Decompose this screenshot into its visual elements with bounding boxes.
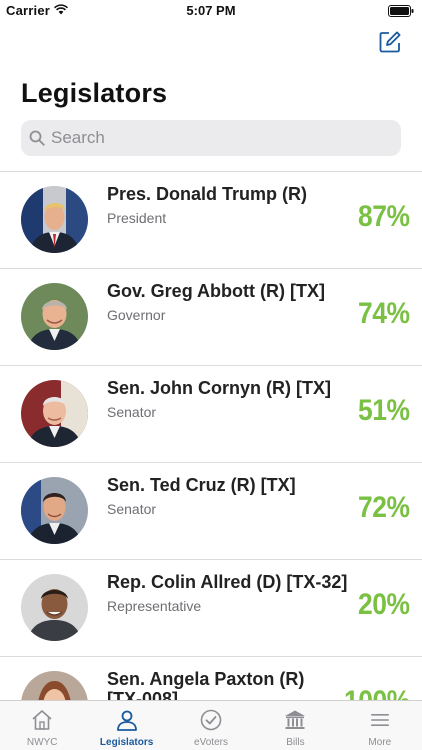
carrier-label: Carrier [6,3,51,18]
avatar [21,186,88,253]
avatar [21,574,88,641]
search-input[interactable] [51,120,391,156]
tab-label: NWYC [26,737,58,748]
legislator-list[interactable]: Pres. Donald Trump (R) President 87% Gov… [0,171,422,700]
avatar [21,477,88,544]
tab-label: More [368,737,392,748]
status-bar: Carrier 5:07 PM [0,0,422,22]
legislator-role: Senator [107,501,157,517]
tab-label: eVoters [194,737,228,748]
search-bar[interactable] [21,120,401,156]
clock: 5:07 PM [186,3,236,18]
capitol-icon [285,710,306,729]
tab-nwyc[interactable]: NWYC [0,701,84,750]
legislator-score: 87% [358,200,410,233]
compose-icon [379,31,401,53]
legislator-role: Representative [107,598,202,614]
legislator-role: President [107,210,167,226]
tab-bar: NWYC Legislators eVoters Bills [0,700,422,750]
tab-label: Bills [286,737,305,748]
legislator-name: Pres. Donald Trump (R) [107,184,308,204]
legislator-row[interactable]: Sen. John Cornyn (R) [TX] Senator 51% [0,366,422,463]
legislator-score: 74% [358,297,410,330]
tab-more[interactable]: More [338,701,422,750]
avatar [21,671,88,700]
checkmark-circle-icon [200,709,222,731]
legislator-score: 51% [358,394,410,427]
legislator-role: Governor [107,307,166,323]
legislator-name: Sen. John Cornyn (R) [TX] [107,378,331,398]
legislator-row[interactable]: Gov. Greg Abbott (R) [TX] Governor 74% [0,269,422,366]
tab-bills[interactable]: Bills [253,701,337,750]
page-title: Legislators [21,78,168,108]
menu-icon [370,714,389,726]
battery-icon [388,5,414,17]
legislator-row[interactable]: Pres. Donald Trump (R) President 87% [0,172,422,269]
legislator-score: 72% [358,491,410,524]
legislator-score: 100% [344,685,410,700]
compose-button[interactable] [378,30,402,54]
legislator-name: Sen. Angela Paxton (R) [107,669,305,689]
avatar [21,283,88,350]
tab-legislators[interactable]: Legislators [84,701,168,750]
avatar [21,380,88,447]
person-icon [116,710,137,731]
legislator-score: 20% [358,588,410,621]
legislator-name: Rep. Colin Allred (D) [TX-32] [107,572,348,592]
legislator-row[interactable]: Rep. Colin Allred (D) [TX-32] Representa… [0,560,422,657]
legislator-role: [TX-008] [107,689,179,700]
search-icon [29,130,45,146]
wifi-icon [54,4,68,15]
home-icon [32,710,52,730]
tab-evoters[interactable]: eVoters [169,701,253,750]
legislator-name: Gov. Greg Abbott (R) [TX] [107,281,325,301]
legislator-row[interactable]: Sen. Angela Paxton (R) [TX-008] 100% [0,657,422,700]
tab-label: Legislators [99,737,154,748]
legislator-role: Senator [107,404,157,420]
legislator-row[interactable]: Sen. Ted Cruz (R) [TX] Senator 72% [0,463,422,560]
legislator-name: Sen. Ted Cruz (R) [TX] [107,475,296,495]
